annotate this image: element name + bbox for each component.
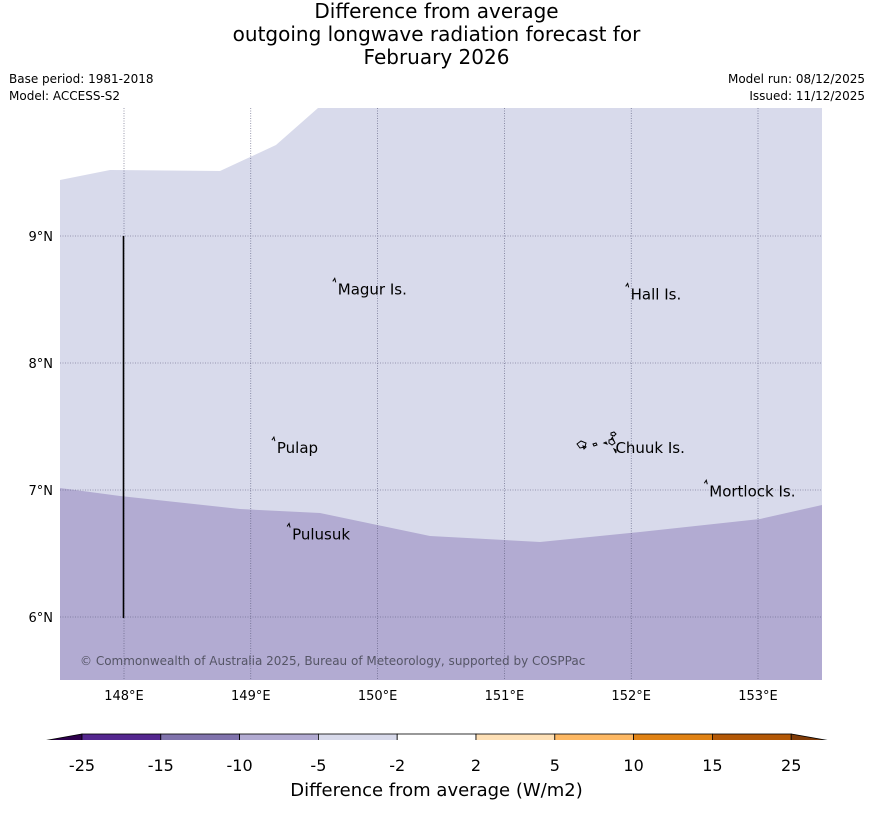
issued-date: Issued: 11/12/2025	[749, 89, 865, 103]
chuuk-islands-outline	[576, 431, 617, 454]
island-mark	[610, 435, 614, 442]
colorbar-tick-label: 5	[549, 756, 560, 775]
place-label: Magur Is.	[338, 280, 407, 298]
island-mark	[332, 277, 337, 283]
colorbar-tick-label: -5	[310, 756, 327, 775]
model-name: Model: ACCESS-S2	[9, 89, 121, 103]
colorbar-tick-label: 25	[781, 756, 802, 775]
chuuk-island-shape	[582, 445, 587, 450]
meta-right: Model run: 08/12/2025 Issued: 11/12/2025	[728, 71, 865, 105]
colorbar-segment	[160, 733, 241, 740]
colorbar-segment	[554, 733, 634, 740]
lon-tick-label: 151°E	[485, 689, 525, 704]
lat-tick-label: 8°N	[29, 357, 54, 372]
colorbar-tick-label: 2	[470, 756, 482, 775]
chuuk-island-shape	[608, 438, 616, 446]
lat-tick-label: 6°N	[29, 611, 54, 626]
place-label: Pulusuk	[292, 525, 350, 543]
copyright-text: © Commonwealth of Australia 2025, Bureau…	[80, 654, 585, 668]
place-label: Mortlock Is.	[709, 482, 795, 500]
place-labels: Magur Is. Hall Is. Pulap Chuuk Is. Mortlock …	[271, 277, 796, 543]
lat-tick-label: 7°N	[29, 484, 54, 499]
colorbar-segment	[81, 733, 162, 740]
island-mark	[271, 435, 276, 442]
lon-tick-label: 152°E	[611, 689, 651, 704]
colorbar-segment	[633, 733, 713, 740]
place-label: Hall Is.	[631, 285, 682, 303]
lon-tick-label: 149°E	[231, 689, 271, 704]
colorbar-segment	[396, 733, 477, 740]
map-title: Difference from average outgoing longwav…	[0, 0, 873, 69]
colorbar-segment	[475, 733, 556, 740]
colorbar-over-arrow	[790, 733, 828, 740]
chuuk-island-shape	[602, 441, 608, 445]
lon-tick-label: 153°E	[738, 689, 778, 704]
lon-tick-label: 148°E	[104, 689, 144, 704]
title-line-2: outgoing longwave radiation forecast for	[232, 22, 641, 46]
colorbar-tick-label: -15	[147, 756, 174, 775]
map-figure: Magur Is. Hall Is. Pulap Chuuk Is. Mortlock …	[29, 108, 828, 740]
colorbar-tick-label: 15	[702, 756, 723, 775]
island-mark	[625, 282, 630, 288]
colorbar-tick-label: -25	[68, 756, 96, 775]
island-mark	[286, 522, 291, 528]
map-panel: Magur Is. Hall Is. Pulap Chuuk Is. Mortlock …	[60, 108, 822, 680]
place-label: Pulap	[277, 439, 318, 457]
colorbar-segment	[712, 733, 792, 740]
place-label: Chuuk Is.	[615, 439, 684, 457]
chuuk-island-shape	[610, 431, 617, 437]
island-mark	[703, 479, 708, 485]
model-run: Model run: 08/12/2025	[727, 72, 865, 86]
title-line-1: Difference from average	[314, 0, 559, 23]
chuuk-island-shape	[592, 442, 598, 447]
colorbar-segment	[239, 733, 319, 740]
base-period: Base period: 1981-2018	[9, 72, 154, 86]
colorbar-tick-labels: -25 -15 -10 -5 -2 2 5 10 15 25	[0, 756, 873, 776]
lon-tick-label: 150°E	[358, 689, 398, 704]
title-line-3: February 2026	[363, 45, 510, 69]
colorbar-tick-label: -2	[389, 756, 406, 775]
chuuk-island-shape	[612, 447, 617, 454]
meta-left: Base period: 1981-2018 Model: ACCESS-S2	[9, 71, 154, 105]
chuuk-island-shape	[576, 440, 587, 449]
colorbar-tick-label: 10	[623, 756, 644, 775]
colorbar	[46, 733, 828, 740]
colorbar-title: Difference from average (W/m2)	[290, 780, 583, 801]
colorbar-under-arrow	[46, 733, 83, 740]
lat-tick-label: 9°N	[29, 230, 54, 245]
colorbar-tick-label: -10	[226, 756, 253, 775]
axis-labels: 148°E 149°E 150°E 151°E 152°E 153°E 9°N 8°N 7°N 6…	[29, 230, 778, 704]
colorbar-segment	[317, 733, 398, 740]
